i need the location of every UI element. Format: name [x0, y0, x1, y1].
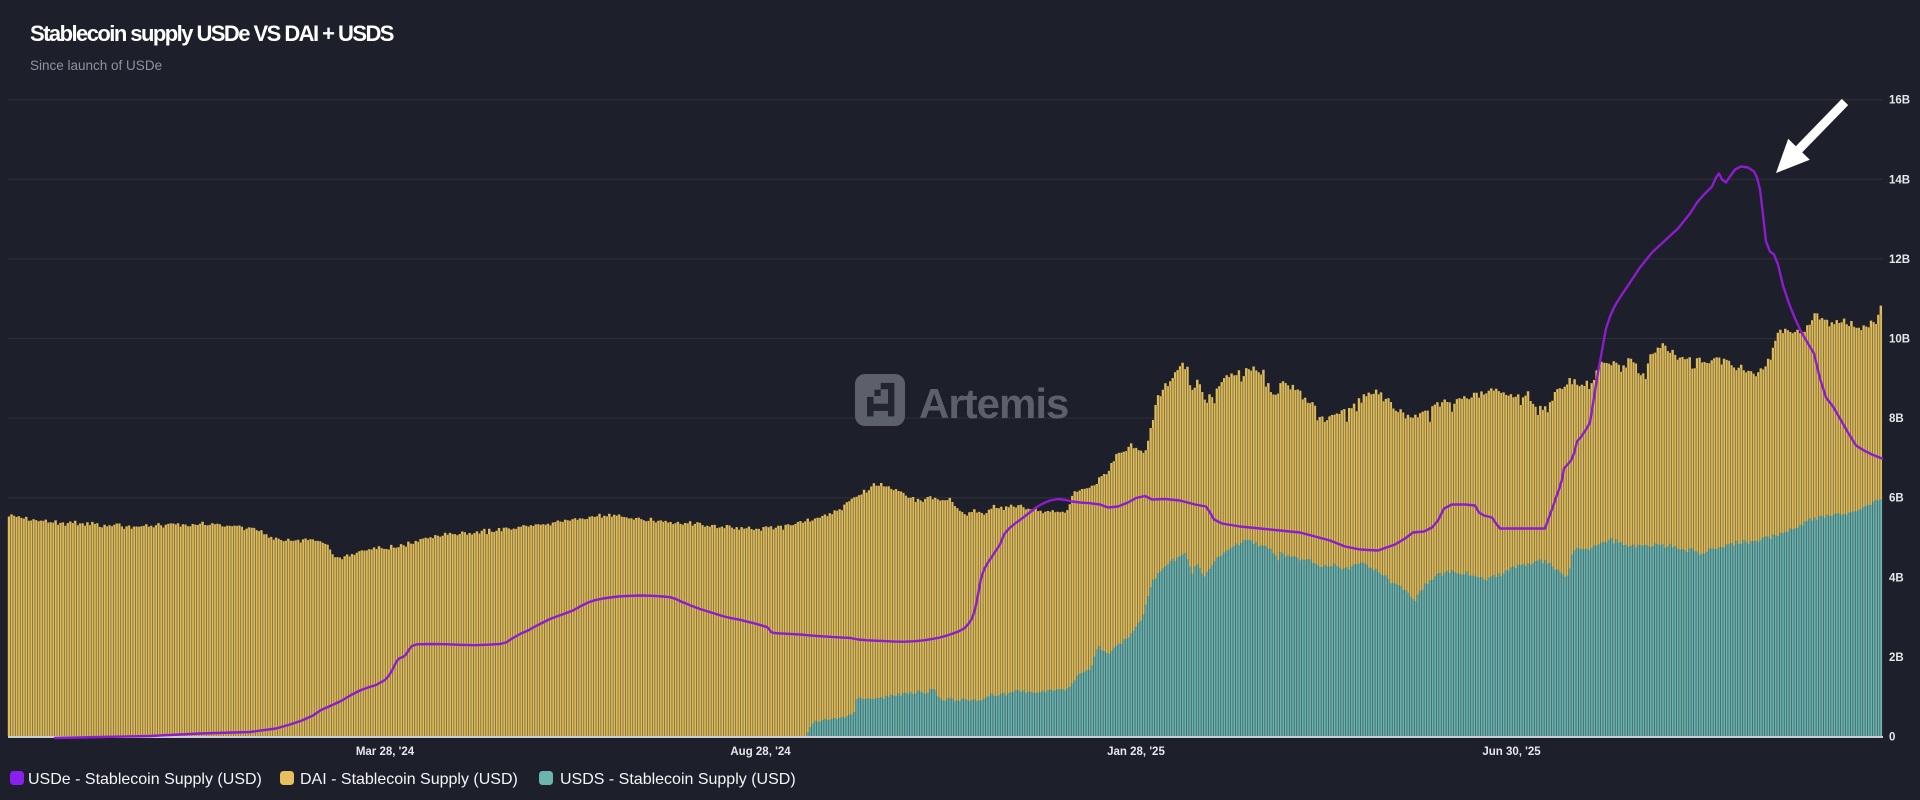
svg-text:10B: 10B — [1889, 334, 1910, 346]
svg-text:Jan 28, '25: Jan 28, '25 — [1107, 746, 1165, 758]
svg-text:4B: 4B — [1889, 572, 1904, 584]
svg-text:Since launch of USDe: Since launch of USDe — [30, 58, 162, 73]
svg-text:14B: 14B — [1889, 174, 1910, 186]
svg-text:2B: 2B — [1889, 652, 1904, 664]
svg-text:6B: 6B — [1889, 493, 1904, 505]
svg-text:USDS - Stablecoin Supply (USD): USDS - Stablecoin Supply (USD) — [560, 771, 796, 788]
svg-text:16B: 16B — [1889, 95, 1910, 107]
svg-text:Artemis: Artemis — [919, 380, 1068, 427]
svg-text:Stablecoin supply USDe VS DAI: Stablecoin supply USDe VS DAI + USDS — [30, 21, 394, 46]
svg-text:12B: 12B — [1889, 254, 1910, 266]
svg-text:Jun 30, '25: Jun 30, '25 — [1482, 746, 1541, 758]
svg-text:0: 0 — [1889, 732, 1895, 744]
svg-text:USDe - Stablecoin Supply (USD): USDe - Stablecoin Supply (USD) — [28, 771, 262, 788]
svg-text:DAI - Stablecoin Supply (USD): DAI - Stablecoin Supply (USD) — [300, 771, 518, 788]
svg-text:8B: 8B — [1889, 413, 1904, 425]
svg-text:Aug 28, '24: Aug 28, '24 — [730, 746, 791, 758]
svg-text:Mar 28, '24: Mar 28, '24 — [356, 746, 415, 758]
